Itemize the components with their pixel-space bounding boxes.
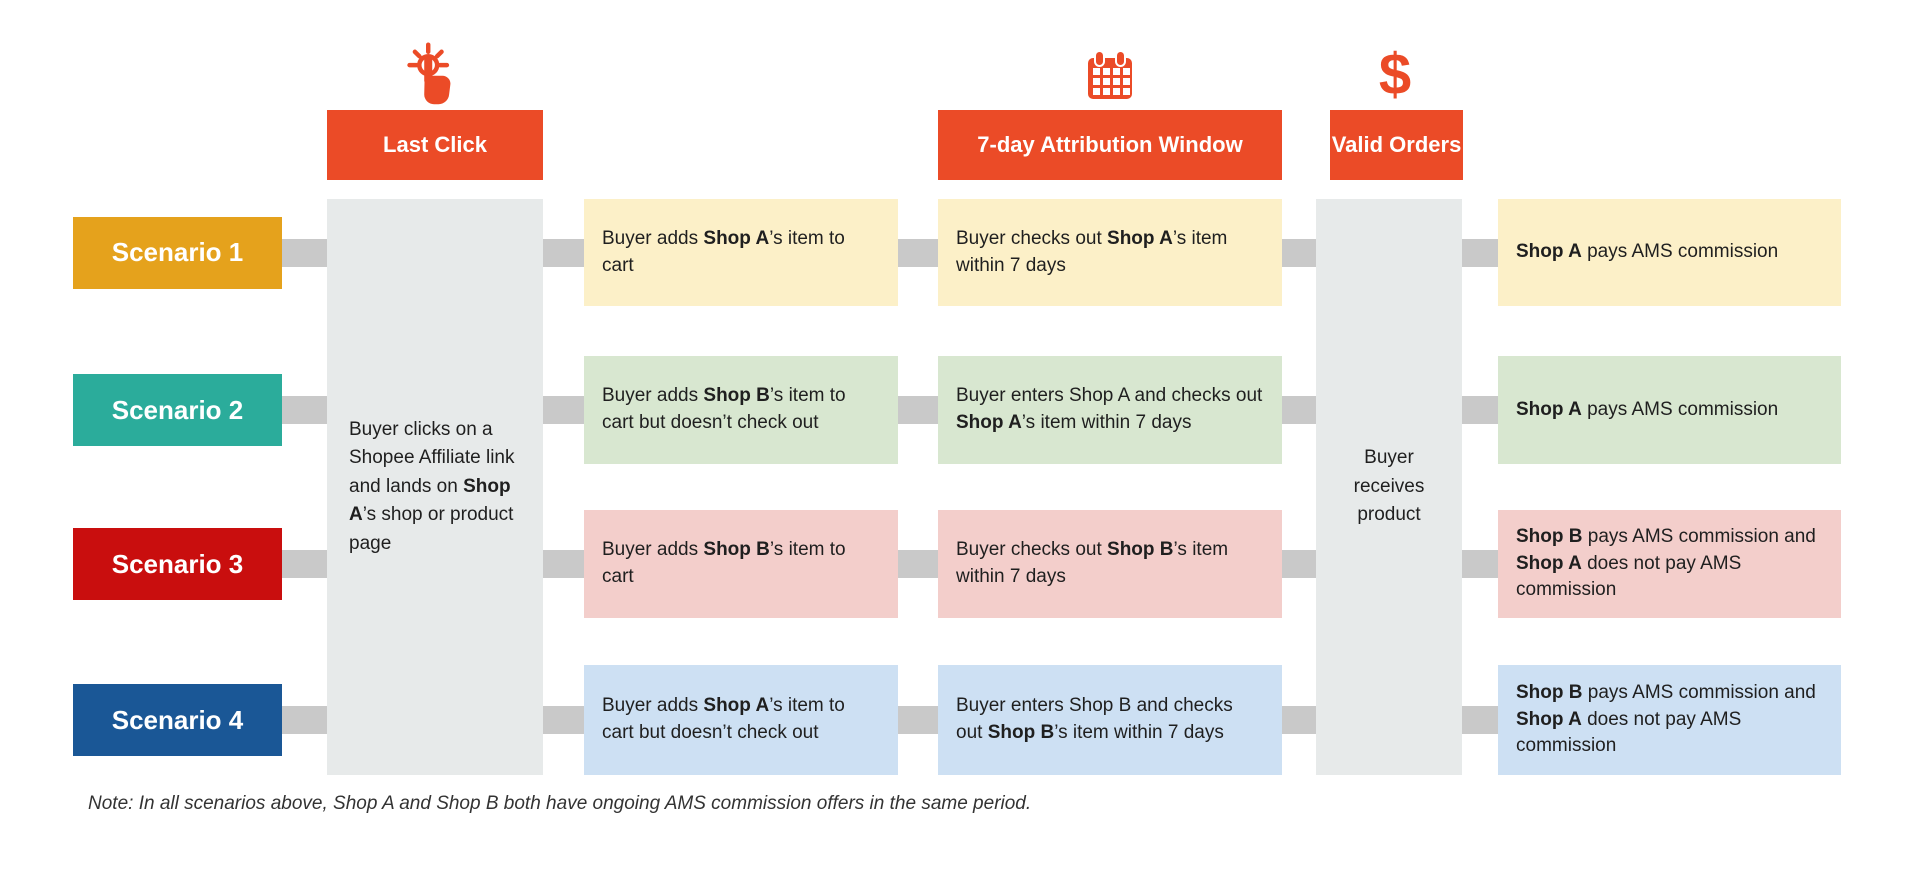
header-valid-orders: Valid Orders — [1330, 110, 1463, 180]
cart-cell-text: Buyer adds Shop B’s item to cart but doe… — [602, 385, 846, 433]
scenario-row-4: Scenario 4 Buyer adds Shop A’s item to c… — [0, 665, 1916, 775]
scenario-1-badge: Scenario 1 — [73, 216, 282, 289]
calendar-icon — [1087, 50, 1133, 102]
scenario-1-cart-cell: Buyer adds Shop A’s item to cart — [584, 199, 898, 306]
header-attribution-window: 7-day Attribution Window — [938, 110, 1282, 180]
scenario-3-cart-cell: Buyer adds Shop B’s item to cart — [584, 510, 898, 618]
tap-click-icon — [398, 42, 462, 106]
scenario-row-1: Scenario 1 Buyer adds Shop A’s item to c… — [0, 199, 1916, 306]
cart-cell-text: Buyer adds Shop A’s item to cart but doe… — [602, 695, 845, 743]
scenario-2-badge: Scenario 2 — [73, 374, 282, 446]
dollar-icon: $ — [1378, 42, 1412, 107]
outcome-cell-text: Shop A pays AMS commission — [1516, 398, 1779, 420]
header-label: 7-day Attribution Window — [977, 132, 1243, 158]
cart-cell-text: Buyer adds Shop B’s item to cart — [602, 539, 846, 587]
attribution-cell-text: Buyer enters Shop A and checks out Shop … — [956, 385, 1263, 433]
affiliate-click-text: Buyer clicks on a Shopee Affiliate link … — [349, 418, 515, 554]
scenario-1-outcome-cell: Shop A pays AMS commission — [1498, 199, 1841, 306]
buyer-receives-column: Buyer receives product — [1316, 199, 1462, 775]
header-label: Last Click — [383, 132, 487, 158]
outcome-cell-text: Shop A pays AMS commission — [1516, 241, 1779, 263]
scenario-4-outcome-cell: Shop B pays AMS commission and Shop A do… — [1498, 665, 1841, 775]
scenario-row-2: Scenario 2 Buyer adds Shop B’s item to c… — [0, 356, 1916, 464]
outcome-cell-text: Shop B pays AMS commission and Shop A do… — [1516, 525, 1816, 601]
header-last-click: Last Click — [327, 110, 543, 180]
scenario-4-badge: Scenario 4 — [73, 684, 282, 756]
scenario-2-attribution-cell: Buyer enters Shop A and checks out Shop … — [938, 356, 1282, 464]
outcome-cell-text: Shop B pays AMS commission and Shop A do… — [1516, 681, 1816, 757]
scenario-1-attribution-cell: Buyer checks out Shop A’s item within 7 … — [938, 199, 1282, 306]
attribution-cell-text: Buyer checks out Shop B’s item within 7 … — [956, 539, 1229, 587]
scenario-3-outcome-cell: Shop B pays AMS commission and Shop A do… — [1498, 510, 1841, 618]
attribution-cell-text: Buyer enters Shop B and checks out Shop … — [956, 695, 1233, 743]
header-label: Valid Orders — [1331, 132, 1462, 158]
footnote: Note: In all scenarios above, Shop A and… — [88, 793, 1032, 814]
affiliate-click-column: Buyer clicks on a Shopee Affiliate link … — [327, 199, 543, 775]
scenario-3-attribution-cell: Buyer checks out Shop B’s item within 7 … — [938, 510, 1282, 618]
scenario-3-badge: Scenario 3 — [73, 528, 282, 600]
attribution-cell-text: Buyer checks out Shop A’s item within 7 … — [956, 227, 1228, 276]
scenario-2-cart-cell: Buyer adds Shop B’s item to cart but doe… — [584, 356, 898, 464]
scenario-4-cart-cell: Buyer adds Shop A’s item to cart but doe… — [584, 665, 898, 775]
cart-cell-text: Buyer adds Shop A’s item to cart — [602, 227, 845, 276]
scenario-4-attribution-cell: Buyer enters Shop B and checks out Shop … — [938, 665, 1282, 775]
scenario-2-outcome-cell: Shop A pays AMS commission — [1498, 356, 1841, 464]
buyer-receives-text: Buyer receives product — [1353, 447, 1425, 526]
scenario-row-3: Scenario 3 Buyer adds Shop B’s item to c… — [0, 510, 1916, 618]
